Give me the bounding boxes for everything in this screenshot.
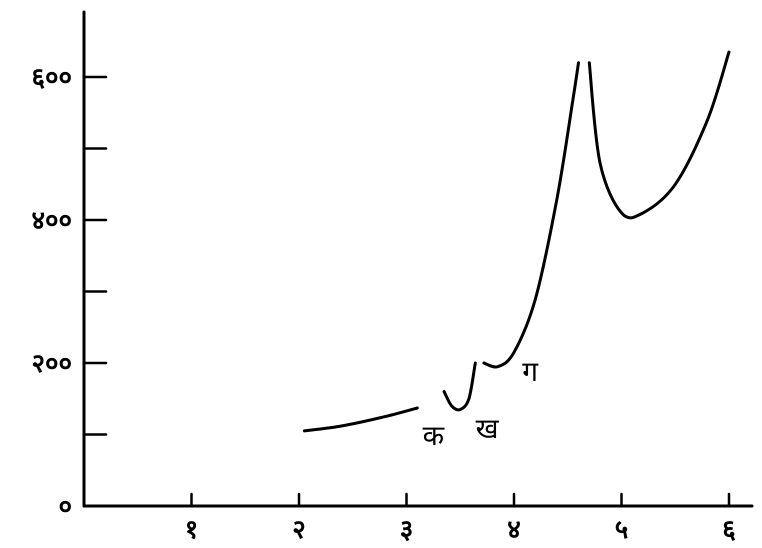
series-line-3 [482,61,580,369]
series-line-1 [302,406,419,433]
series-labels: क खग [423,355,540,452]
x-tick-label-1: १ [185,515,199,545]
series-line-4 [587,50,731,220]
curves [302,50,731,433]
y-tick-label-0: ० [58,492,72,522]
series-label-3: ग [522,355,539,388]
x-tick-label-6: ६ [722,515,736,545]
x-tick-label-2: २ [292,515,306,545]
series-label-1: क [423,419,445,452]
y-tick-label-4: ४०० [31,206,72,236]
series-line-2 [442,361,477,412]
x-tick-label-4: ४ [507,515,521,545]
tick-labels: १ २ ३ ४ ५ ६ ० २०० ४०० ६०० [31,63,735,545]
x-tick-label-5: ५ [615,515,629,545]
y-tick-label-2: २०० [31,349,72,379]
ticks [82,75,731,508]
x-tick-label-3: ३ [400,515,414,545]
series-label-2: ख [476,412,500,445]
y-tick-label-6: ६०० [31,63,72,93]
